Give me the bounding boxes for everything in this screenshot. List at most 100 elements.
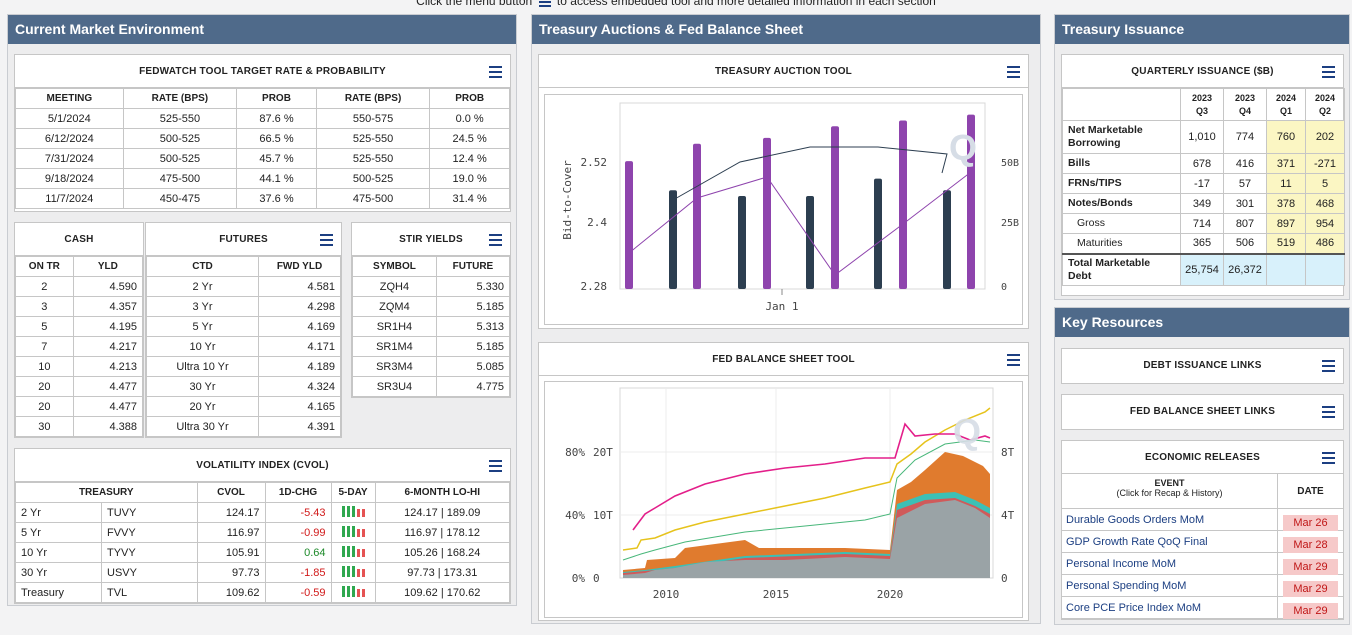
table-cell: 12.4 % (429, 148, 510, 169)
event-link[interactable]: Durable Goods Orders MoM (1062, 509, 1278, 530)
table-row: 2 4.590 (15, 276, 144, 297)
econ-menu-icon[interactable] (1322, 452, 1335, 464)
list-item[interactable]: GDP Growth Rate QoQ Final Mar 28 (1062, 531, 1343, 553)
table-cell: 475-500 (122, 168, 238, 189)
y-tick-label: 80% (565, 446, 585, 459)
stir-col-header: FUTURE (435, 256, 511, 277)
debt-links-menu-icon[interactable] (1322, 360, 1335, 372)
table-cell: 19.0 % (429, 168, 510, 189)
list-item[interactable]: Core PCE Price Index MoM Mar 29 (1062, 597, 1343, 619)
fed-links-menu-icon[interactable] (1322, 406, 1335, 418)
table-row: Gross 714 807 897 954 (1062, 213, 1345, 234)
value-cell: 486 (1305, 233, 1345, 254)
table-cell: 44.1 % (236, 168, 317, 189)
debt-links-card[interactable]: DEBT ISSUANCE LINKS (1061, 348, 1344, 384)
auction-bar (738, 196, 746, 289)
table-row: Ultra 30 Yr 4.391 (145, 416, 341, 437)
instruction-text-end: to access embedded tool and more detaile… (556, 0, 936, 8)
ctd-cell: 5 Yr (145, 316, 260, 337)
x-tick-label: 2010 (653, 588, 680, 601)
stir-title: STIR YIELDS (352, 223, 510, 256)
quarterly-menu-icon[interactable] (1322, 66, 1335, 78)
value-cell: 774 (1223, 120, 1267, 154)
x-tick-label: 2015 (763, 588, 790, 601)
table-row[interactable]: Treasury TVL 109.62 -0.59 109.62 | 170.62 (15, 582, 511, 603)
value-cell: 365 (1180, 233, 1224, 254)
stir-table: SYMBOL FUTURE ZQH4 5.330 ZQM4 5.185 SR1H4 5.31… (352, 256, 511, 397)
list-item[interactable]: Personal Spending MoM Mar 29 (1062, 575, 1343, 597)
table-cell: 87.6 % (236, 108, 317, 129)
auction-bar (874, 178, 882, 289)
row-label: Bills (1062, 153, 1181, 174)
ctd-cell: 3 Yr (145, 296, 260, 317)
x-tick-label: Jan 1 (765, 300, 798, 313)
futures-menu-icon[interactable] (320, 234, 333, 246)
table-cell: 500-525 (315, 168, 431, 189)
value-cell: 468 (1305, 193, 1345, 214)
value-cell: 26,372 (1223, 252, 1267, 286)
balance-chart: 80% 40% 0% 20T 10T 0 8T 4T 0 2010 2015 2020 Q (544, 381, 1023, 618)
date-badge: Mar 26 (1283, 515, 1338, 531)
tenor-cell: 30 (15, 416, 74, 437)
y-tick-label: 40% (565, 509, 585, 522)
table-row: 30 4.388 (15, 416, 144, 437)
lohi-cell: 105.26 | 168.24 (374, 542, 511, 563)
table-row: 11/7/2024 450-475 37.6 % 475-500 31.4 % (15, 188, 510, 209)
cvol-card: VOLATILITY INDEX (CVOL) TREASURY CVOL 1D-C… (14, 448, 511, 604)
table-row[interactable]: 2 Yr TUVY 124.17 -5.43 124.17 | 189.09 (15, 502, 511, 523)
event-link[interactable]: Personal Spending MoM (1062, 575, 1278, 596)
cash-col-header: YLD (72, 256, 144, 277)
cvol-cell: 109.62 (196, 582, 266, 603)
yield-cell: 4.213 (72, 356, 144, 377)
area-series (623, 500, 990, 578)
table-row: 7 4.217 (15, 336, 144, 357)
value-cell: 678 (1180, 153, 1224, 174)
auction-tool-menu-icon[interactable] (1007, 66, 1020, 78)
y-tick-label: 2.52 (581, 156, 608, 169)
cvol-menu-icon[interactable] (489, 460, 502, 472)
table-row: 3 4.357 (15, 296, 144, 317)
yield-cell: 4.217 (72, 336, 144, 357)
event-link[interactable]: Core PCE Price Index MoM (1062, 597, 1278, 618)
y2-tick-label: 50B (1001, 158, 1019, 169)
value-cell: 371 (1266, 153, 1306, 174)
symbol-cell: TUVY (101, 502, 198, 523)
cash-card: CASH ON TR YLD 2 4.590 3 4.357 5 4.195 7 4.217 10… (14, 222, 144, 438)
ctd-cell: Ultra 10 Yr (145, 356, 260, 377)
date-cell: Mar 29 (1278, 553, 1343, 575)
event-header: EVENT (Click for Recap & History) (1062, 474, 1278, 508)
fedwatch-col-header: MEETING (15, 88, 124, 109)
sparkbar-icon (341, 505, 365, 517)
stir-col-header: SYMBOL (352, 256, 437, 277)
balance-tool-menu-icon[interactable] (1007, 354, 1020, 366)
watermark-logo: Q (949, 127, 977, 168)
event-link[interactable]: GDP Growth Rate QoQ Final (1062, 531, 1278, 552)
fed-links-card[interactable]: FED BALANCE SHEET LINKS (1061, 394, 1344, 430)
sparkbar-cell (330, 522, 376, 543)
auctions-section-title: Treasury Auctions & Fed Balance Sheet (532, 15, 1040, 44)
list-item[interactable]: Personal Income MoM Mar 29 (1062, 553, 1343, 575)
event-link[interactable]: Personal Income MoM (1062, 553, 1278, 574)
symbol-cell: SR1M4 (352, 336, 437, 357)
value-cell: -271 (1305, 153, 1345, 174)
table-row[interactable]: 10 Yr TYVY 105.91 0.64 105.26 | 168.24 (15, 542, 511, 563)
symbol-cell: ZQH4 (352, 276, 437, 297)
tenor-cell: Treasury (15, 582, 102, 603)
instruction-text-start: Click the menu button (416, 0, 533, 8)
stir-menu-icon[interactable] (489, 234, 502, 246)
change-cell: 0.64 (264, 542, 332, 563)
quarter-header: 2024 Q1 (1266, 88, 1306, 121)
auction-bar (806, 196, 814, 289)
resources-section-title: Key Resources (1055, 308, 1349, 337)
date-badge: Mar 28 (1283, 537, 1338, 553)
table-row[interactable]: 30 Yr USVY 97.73 -1.85 97.73 | 173.31 (15, 562, 511, 583)
list-item[interactable]: Durable Goods Orders MoM Mar 26 (1062, 509, 1343, 531)
table-cell: 500-525 (122, 128, 238, 149)
fedwatch-card: FEDWATCH TOOL TARGET RATE & PROBABILITY … (14, 54, 511, 212)
lohi-cell: 116.97 | 178.12 (374, 522, 511, 543)
fedwatch-menu-icon[interactable] (489, 66, 502, 78)
table-row[interactable]: 5 Yr FVVY 116.97 -0.99 116.97 | 178.12 (15, 522, 511, 543)
auction-tool-card: TREASURY AUCTION TOOL 2.52 2.4 2.28 50B 25B 0… (538, 54, 1029, 329)
y2-tick-label: 0 (1001, 282, 1007, 293)
table-cell: 525-550 (315, 148, 431, 169)
